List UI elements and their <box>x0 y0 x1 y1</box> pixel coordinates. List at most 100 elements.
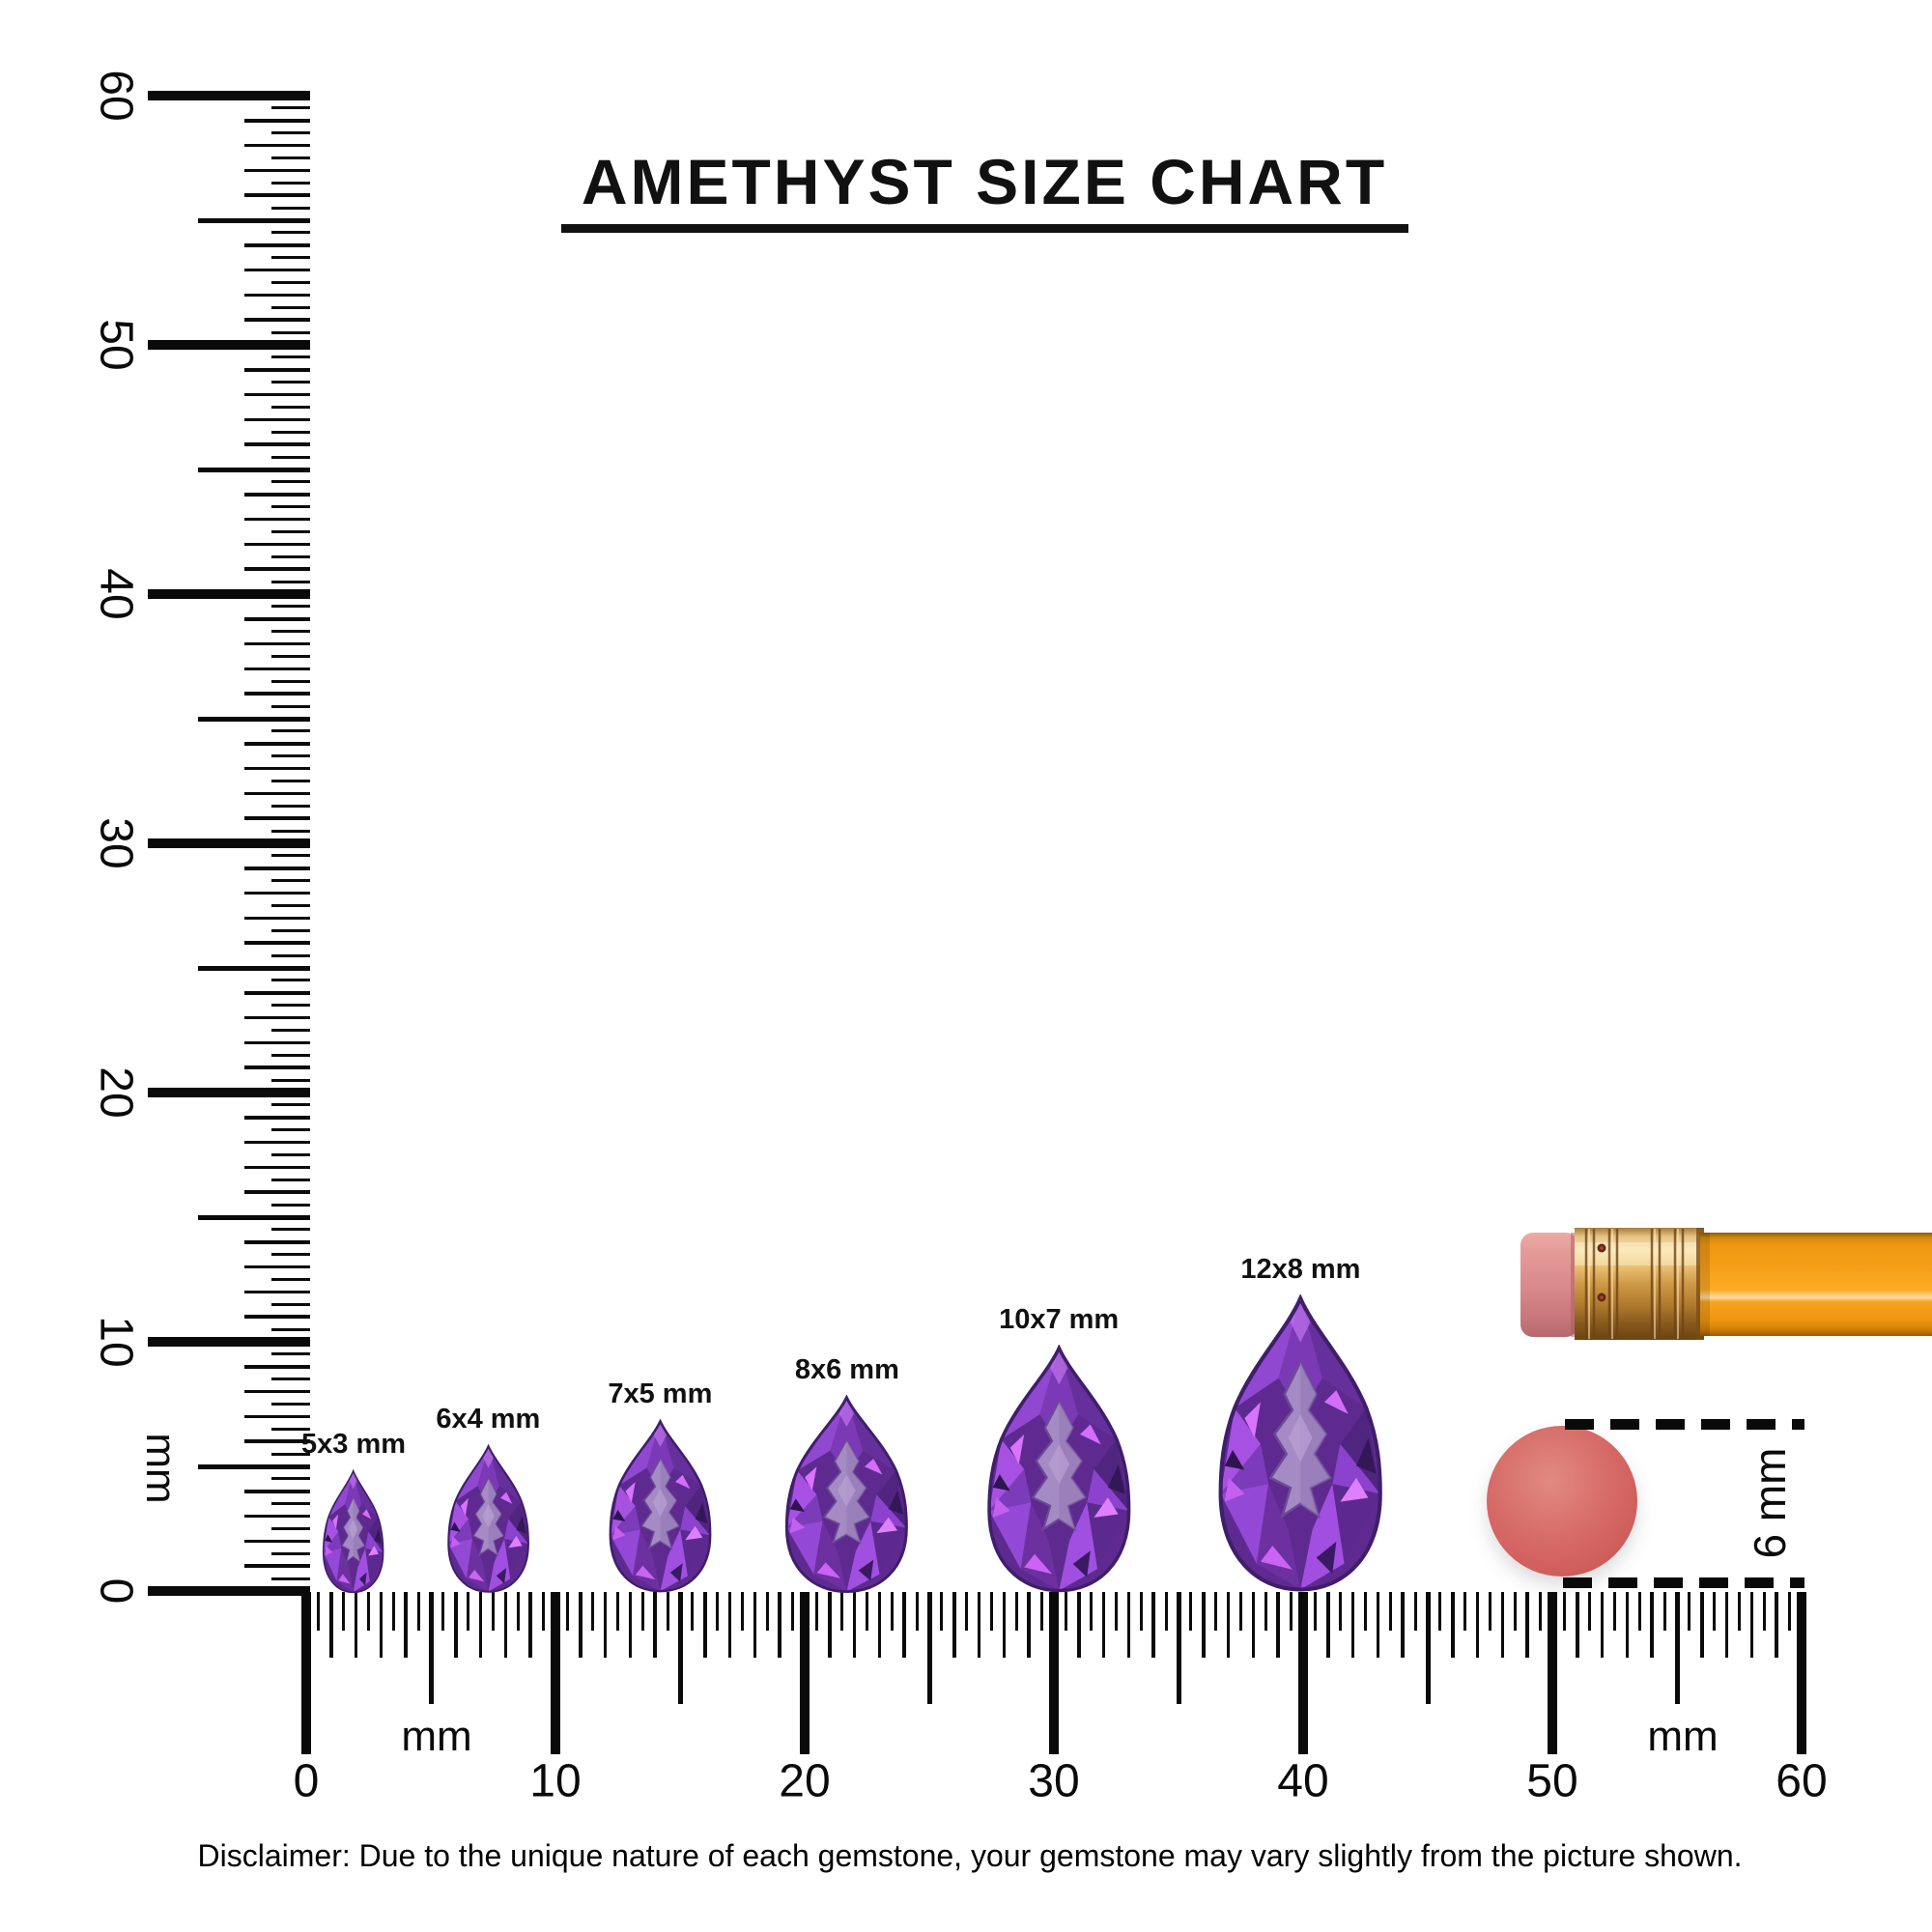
ruler-tick <box>551 1592 560 1754</box>
ruler-tick <box>1563 1592 1567 1631</box>
ruler-tick <box>198 1214 310 1220</box>
ruler-tick <box>244 1140 310 1145</box>
ruler-tick <box>148 589 310 599</box>
ruler-tick <box>478 1592 483 1658</box>
ruler-tick <box>579 1592 582 1658</box>
ruler-tick <box>244 667 310 671</box>
ruler-tick <box>244 268 310 272</box>
ruler-tick <box>271 1477 310 1481</box>
ruler-number-label: 0 <box>90 1577 142 1605</box>
ruler-tick <box>467 1592 470 1631</box>
amethyst-gem-7x5 <box>598 1419 723 1594</box>
ruler-tick <box>301 1592 311 1754</box>
ruler-tick <box>1674 1592 1680 1704</box>
ruler-tick <box>244 1240 310 1244</box>
ruler-tick <box>244 916 310 921</box>
ruler-tick <box>753 1592 757 1658</box>
ruler-tick <box>1115 1592 1118 1631</box>
ruler-tick <box>244 941 310 945</box>
ruler-number-label: 60 <box>1776 1755 1828 1807</box>
ruler-tick <box>271 979 310 982</box>
gem-size-label: 12x8 mm <box>1240 1254 1361 1286</box>
ruler-tick <box>416 1592 420 1631</box>
ruler-tick <box>616 1592 619 1631</box>
ruler-tick <box>198 1463 310 1469</box>
ruler-tick <box>271 904 310 907</box>
ruler-tick <box>391 1592 395 1631</box>
ruler-tick <box>244 1514 310 1519</box>
ruler-number-label: 0 <box>293 1755 320 1807</box>
ruler-tick <box>271 206 310 210</box>
ruler-tick <box>271 854 310 858</box>
ruler-tick <box>1276 1592 1280 1658</box>
ruler-tick <box>703 1592 707 1658</box>
ruler-tick <box>271 1228 310 1232</box>
ruler-tick <box>1613 1592 1616 1631</box>
ruler-tick <box>148 340 310 350</box>
ruler-tick <box>244 493 310 497</box>
ruler-tick <box>1326 1592 1330 1658</box>
ruler-tick <box>244 1564 310 1568</box>
ruler-tick <box>1401 1592 1405 1658</box>
ruler-tick <box>244 542 310 547</box>
ruler-tick <box>1388 1592 1392 1631</box>
ruler-tick <box>1425 1592 1431 1704</box>
ruler-tick <box>1700 1592 1704 1658</box>
ruler-tick <box>271 1128 310 1132</box>
ruler-tick <box>271 879 310 883</box>
ruler-number-label: 20 <box>90 1066 142 1119</box>
ruler-tick <box>1749 1592 1754 1658</box>
ruler-tick <box>244 143 310 148</box>
ruler-tick <box>800 1592 810 1754</box>
ruler-tick <box>271 804 310 808</box>
ruler-tick <box>1176 1592 1181 1704</box>
ruler-tick <box>244 442 310 446</box>
ruler-tick <box>271 605 310 609</box>
ruler-tick <box>1576 1592 1579 1658</box>
ruler-tick <box>271 554 310 558</box>
ruler-tick <box>271 231 310 235</box>
ruler-tick <box>271 1078 310 1082</box>
ruler-tick <box>244 1490 310 1493</box>
ruler-tick <box>926 1592 932 1704</box>
ruler-tick <box>765 1592 769 1631</box>
ruler-tick <box>271 754 310 758</box>
ruler-number-label: 20 <box>779 1755 831 1807</box>
ruler-tick <box>1027 1592 1031 1658</box>
ruler-tick <box>1588 1592 1592 1631</box>
ruler-tick <box>271 530 310 533</box>
ruler-tick <box>271 1029 310 1032</box>
ruler-tick <box>1489 1592 1492 1631</box>
ruler-tick <box>815 1592 819 1631</box>
ruler-tick <box>1797 1592 1806 1754</box>
ruler-tick <box>454 1592 458 1658</box>
ruler-tick <box>271 480 310 484</box>
ruler-tick <box>890 1592 894 1631</box>
ruler-tick <box>244 1040 310 1045</box>
ruler-tick <box>1214 1592 1218 1631</box>
ruler-tick <box>852 1592 857 1658</box>
ruler-tick <box>271 729 310 733</box>
ruler-tick <box>244 891 310 895</box>
ruler-tick <box>1525 1592 1529 1658</box>
ruler-tick <box>244 1190 310 1194</box>
ruler-tick <box>1775 1592 1778 1658</box>
ruler-number-label: 10 <box>90 1316 142 1368</box>
ruler-tick <box>271 1427 310 1431</box>
ruler-tick <box>244 318 310 322</box>
ruler-tick <box>271 655 310 658</box>
ruler-tick <box>244 1539 310 1544</box>
ruler-tick <box>1762 1592 1766 1631</box>
ruler-tick <box>1090 1592 1094 1631</box>
ruler-tick <box>1738 1592 1741 1631</box>
ruler-tick <box>271 1577 310 1580</box>
ruler-tick <box>244 791 310 796</box>
ruler-tick <box>965 1592 969 1631</box>
ruler-tick <box>271 1527 310 1530</box>
ruler-tick <box>691 1592 695 1631</box>
ruler-tick <box>591 1592 595 1631</box>
gem-size-label: 5x3 mm <box>301 1429 407 1460</box>
ruler-tick <box>271 256 310 260</box>
ruler-tick <box>1548 1592 1557 1754</box>
ruler-tick <box>1002 1592 1007 1658</box>
